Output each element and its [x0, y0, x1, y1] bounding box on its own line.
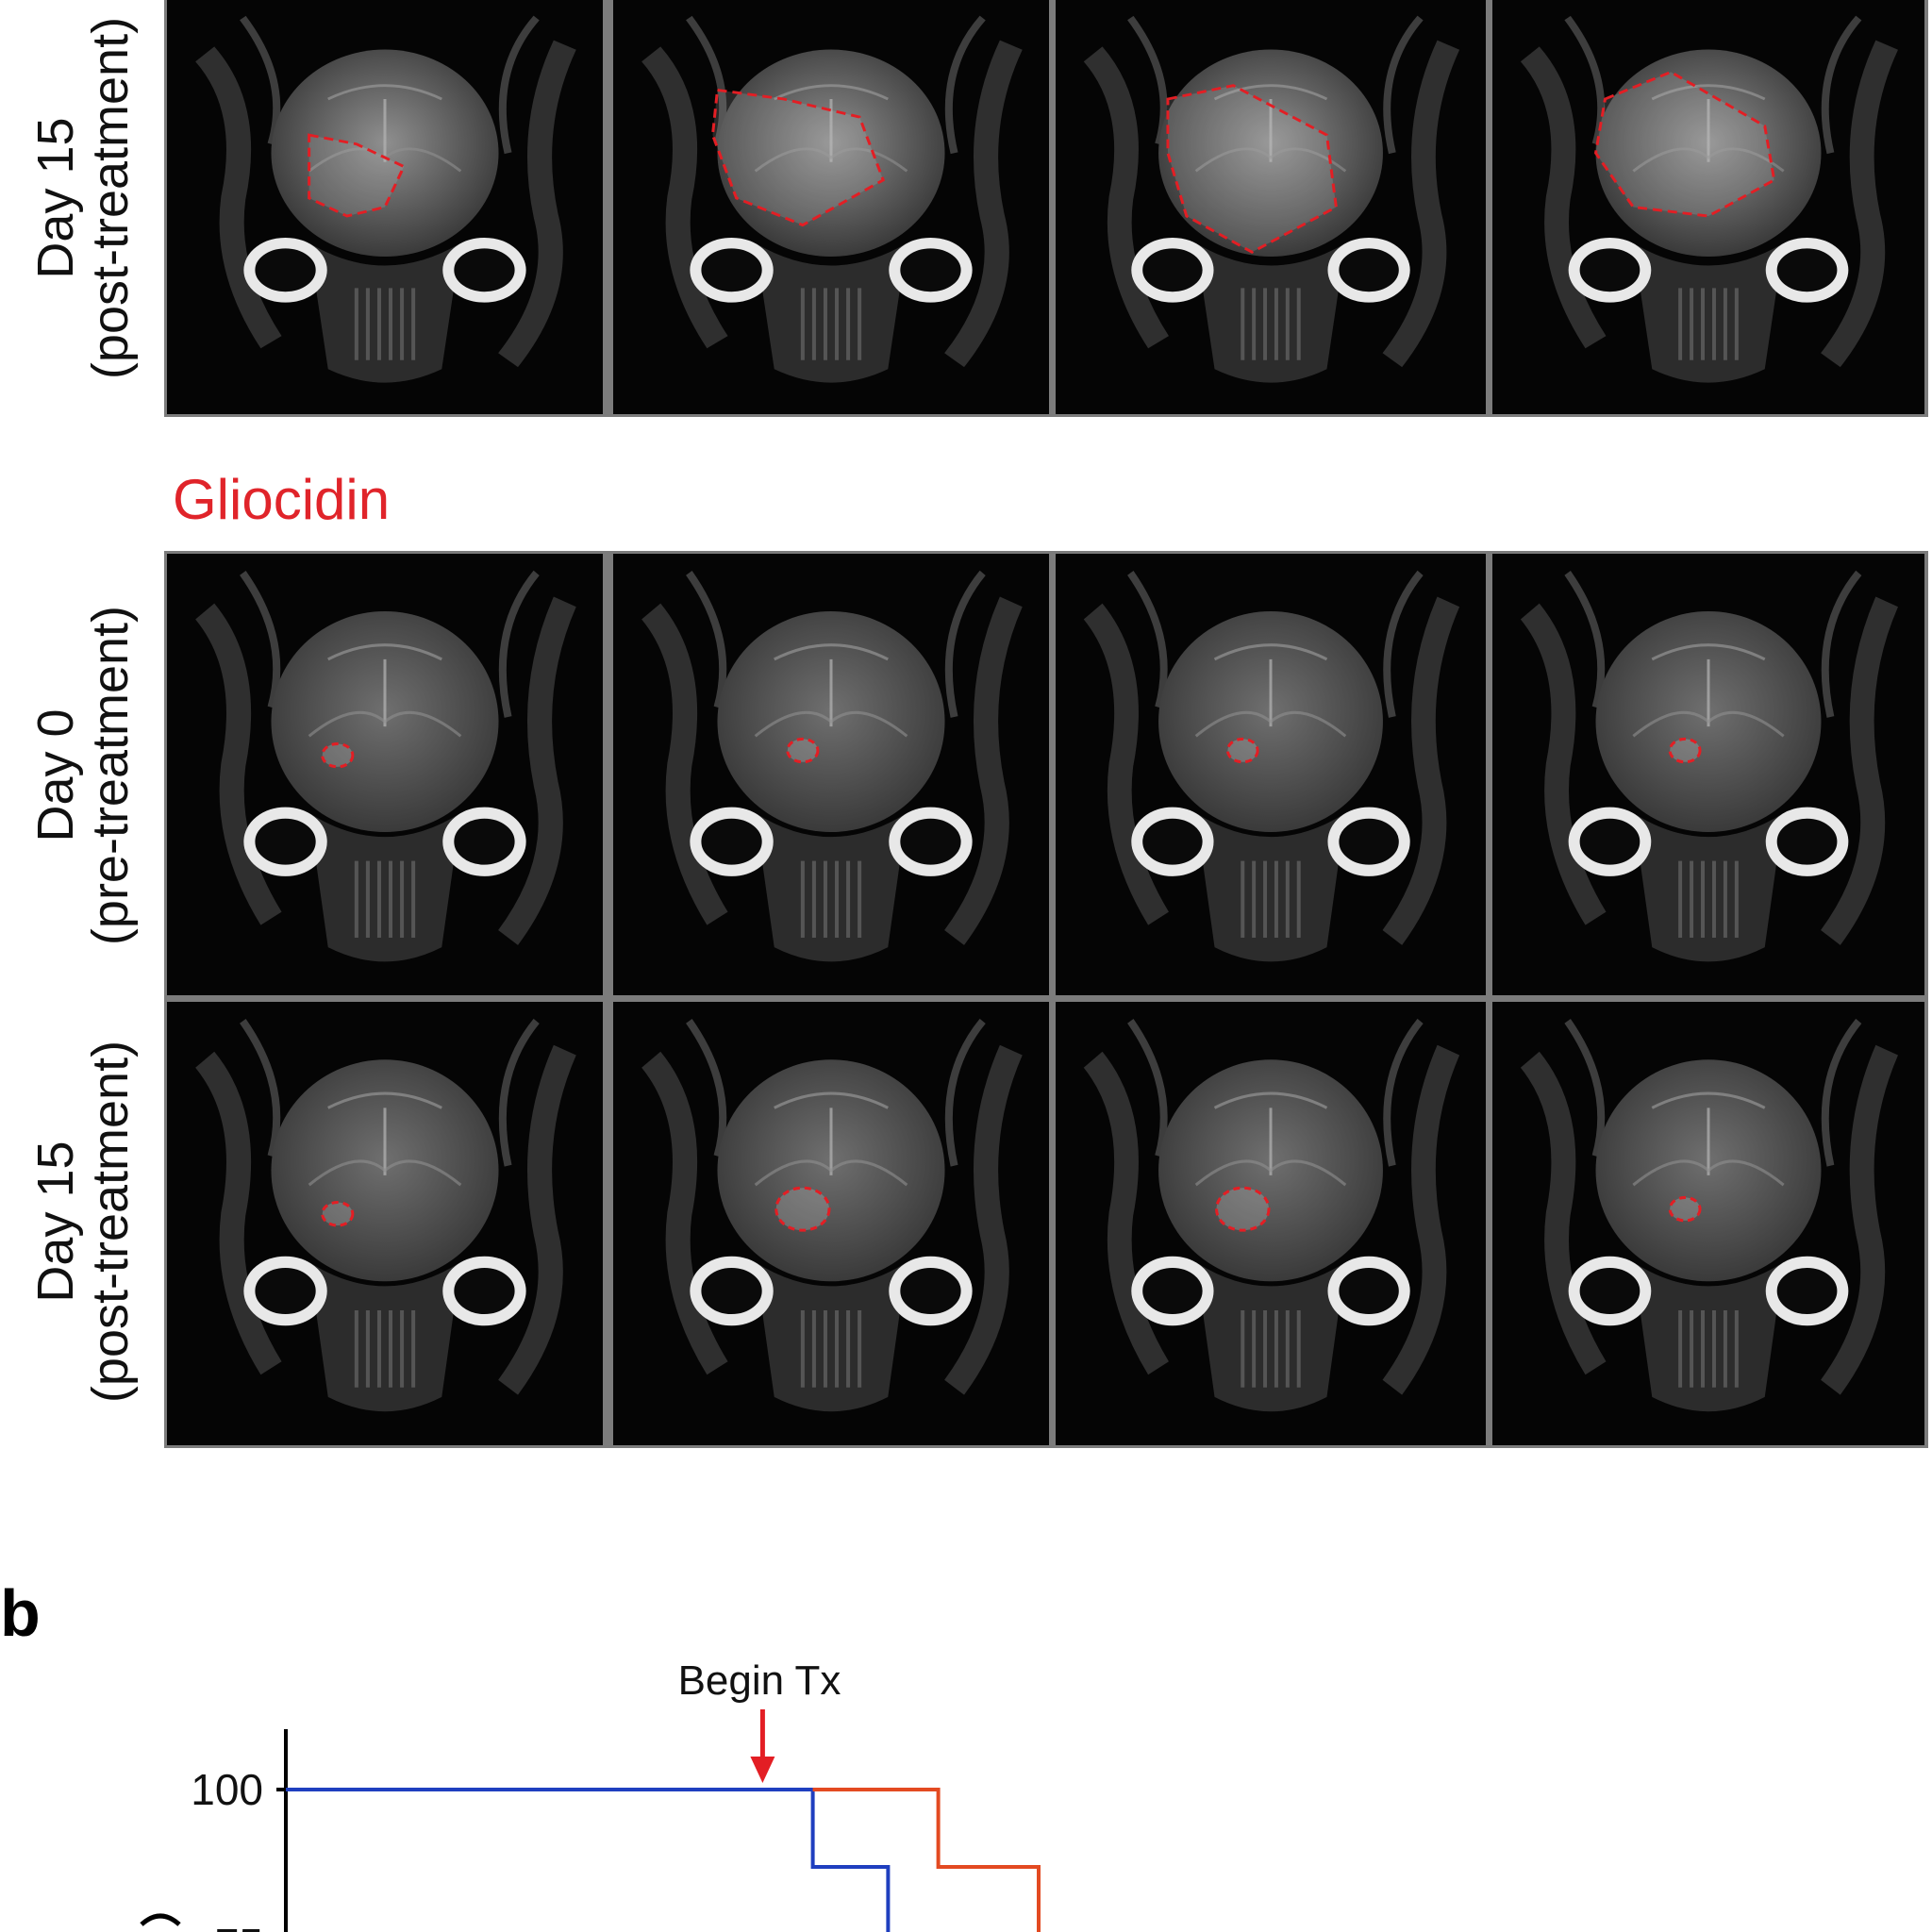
row-label-top-day15: Day 15 (post-treatment) [27, 0, 142, 415]
mri-panel [167, 1002, 603, 1445]
row-label-line2: (post-treatment) [82, 16, 139, 380]
row-label-line1: Day 15 [27, 1141, 84, 1303]
mri-panel [167, 0, 603, 414]
row-label-line2: (pre-treatment) [82, 605, 139, 946]
row-label-day15: Day 15 (post-treatment) [27, 1005, 142, 1439]
survival-curve-2 [286, 1788, 1041, 1932]
mri-panel [1492, 0, 1924, 414]
section-letter-b: b [0, 1576, 41, 1650]
survival-curve-1 [286, 1788, 891, 1932]
row-label-line1: Day 15 [27, 117, 84, 279]
survival-chart: Begin Tx 100 75 [140, 1657, 1041, 1932]
gliocidin-image-grid [164, 551, 1928, 1448]
group-title-gliocidin: Gliocidin [173, 468, 391, 531]
mri-panel [1056, 554, 1486, 995]
mri-panel [1492, 554, 1924, 995]
row-label-day0: Day 0 (pre-treatment) [27, 558, 142, 992]
mri-panel [167, 554, 603, 995]
y-tick-label: 100 [191, 1765, 263, 1814]
row-label-line1: Day 0 [27, 708, 84, 842]
y-tick-label: 75 [215, 1920, 263, 1932]
top-image-row [164, 0, 1928, 417]
mri-panel [1056, 1002, 1486, 1445]
y-axis-title-fragment [140, 1913, 181, 1926]
mri-panel [1056, 0, 1486, 414]
begin-tx-arrowhead [750, 1757, 775, 1783]
mri-panel [613, 0, 1049, 414]
row-label-line2: (post-treatment) [82, 1040, 139, 1404]
mri-panel [613, 554, 1049, 995]
mri-panel [613, 1002, 1049, 1445]
chart-plot-area: 100 75 [140, 1709, 1041, 1932]
mri-panel [1492, 1002, 1924, 1445]
annotation-begin-tx: Begin Tx [678, 1657, 841, 1704]
